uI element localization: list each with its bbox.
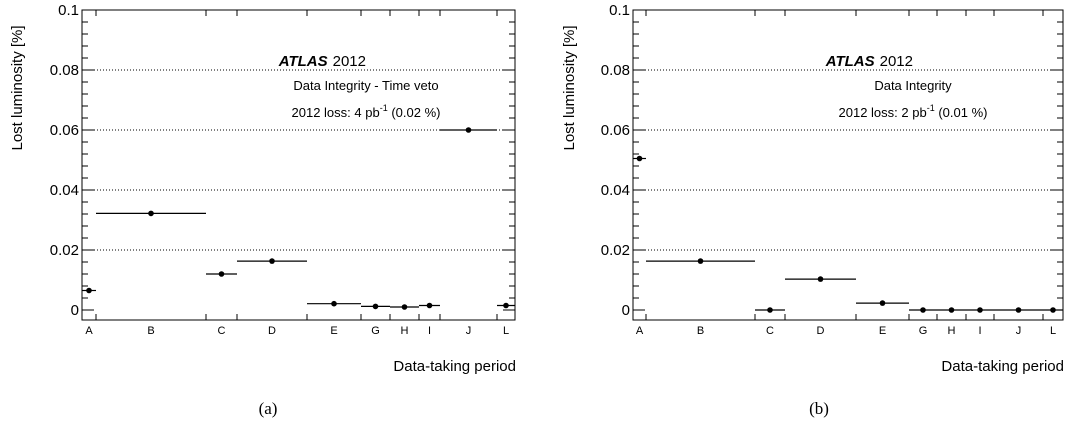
- atlas-label-line: ATLAS 2012: [278, 53, 366, 70]
- data-point: [920, 307, 926, 313]
- category-label: J: [466, 325, 472, 337]
- data-point: [1015, 307, 1022, 313]
- data-point: [426, 302, 433, 309]
- annotation-block: ATLAS 2012 Data Integrity 2012 loss: 2 pb…: [825, 53, 988, 120]
- y-tick-label: 0.02: [601, 242, 630, 259]
- data-point: [817, 276, 824, 282]
- category-label: D: [268, 325, 276, 337]
- atlas-label-line: ATLAS 2012: [825, 53, 913, 70]
- y-tick-label: 0.08: [601, 62, 630, 79]
- y-tick-labels: 0 0.02 0.04 0.06 0.08 0.1: [50, 2, 79, 319]
- x-axis-title: Data-taking period: [393, 358, 516, 375]
- category-label: E: [879, 325, 886, 337]
- year-label: 2012: [333, 53, 366, 70]
- data-point: [697, 258, 704, 264]
- y-tick-label: 0.06: [601, 122, 630, 139]
- loss-prefix: 2012 loss: 4 pb: [292, 105, 380, 120]
- category-label: H: [401, 325, 409, 337]
- y-tick-label: 0.06: [50, 122, 79, 139]
- y-axis-title: Lost luminosity [%]: [561, 25, 578, 150]
- panel-label: (b): [809, 399, 829, 418]
- grid-lines: [633, 9, 1063, 251]
- y-axis-title: Lost luminosity [%]: [9, 25, 26, 150]
- category-label: J: [1016, 325, 1022, 337]
- y-tick-label: 0.08: [50, 62, 79, 79]
- data-point: [503, 302, 509, 309]
- atlas-label: ATLAS: [825, 53, 875, 70]
- loss-suffix: (0.02 %): [388, 105, 441, 120]
- loss-suffix: (0.01 %): [935, 105, 988, 120]
- data-point: [372, 303, 379, 310]
- category-label: L: [503, 325, 509, 337]
- loss-prefix: 2012 loss: 2 pb: [839, 105, 927, 120]
- data-point: [636, 155, 643, 162]
- x-axis-ticks: [95, 10, 498, 320]
- category-label: G: [919, 325, 928, 337]
- category-label: L: [1050, 325, 1056, 337]
- annotation-title: Data Integrity - Time veto: [293, 78, 438, 93]
- loss-exponent: -1: [927, 103, 935, 113]
- data-points: [633, 155, 1063, 313]
- y-tick-label: 0: [71, 302, 79, 319]
- y-axis-ticks: [633, 9, 1063, 311]
- data-point: [86, 287, 92, 294]
- data-point: [465, 127, 472, 133]
- data-point: [767, 307, 773, 313]
- plot-frame: [632, 9, 1064, 321]
- data-point: [331, 300, 337, 307]
- data-point: [879, 300, 886, 306]
- category-label: I: [978, 325, 981, 337]
- category-label: C: [766, 325, 774, 337]
- annotation-title: Data Integrity: [874, 78, 952, 93]
- x-axis-ticks: [645, 10, 1044, 320]
- category-label: H: [948, 325, 956, 337]
- category-label: I: [428, 325, 431, 337]
- y-tick-label: 0.02: [50, 242, 79, 259]
- data-point: [148, 210, 154, 217]
- category-label: B: [697, 325, 704, 337]
- data-points: [82, 127, 515, 310]
- data-point: [948, 307, 955, 313]
- x-axis-title: Data-taking period: [941, 358, 1064, 375]
- category-label: D: [817, 325, 825, 337]
- data-point: [269, 258, 275, 264]
- atlas-label: ATLAS: [278, 53, 328, 70]
- year-label: 2012: [880, 53, 913, 70]
- y-tick-label: 0: [622, 302, 630, 319]
- category-label: G: [371, 325, 380, 337]
- category-label: E: [330, 325, 337, 337]
- plot-frame: [81, 9, 516, 321]
- category-label: B: [147, 325, 154, 337]
- data-point: [1050, 307, 1056, 313]
- y-tick-label: 0.04: [50, 182, 79, 199]
- y-tick-label: 0.04: [601, 182, 630, 199]
- category-label: A: [85, 325, 93, 337]
- data-point: [218, 271, 225, 277]
- category-label: C: [218, 325, 226, 337]
- category-label: A: [636, 325, 644, 337]
- annotation-block: ATLAS 2012 Data Integrity - Time veto 201…: [278, 53, 441, 120]
- panel-b: Lost luminosity [%] ATLAS 2012 Data Integ…: [561, 2, 1064, 418]
- y-tick-label: 0.1: [609, 2, 630, 19]
- data-point: [401, 304, 408, 310]
- loss-exponent: -1: [380, 103, 388, 113]
- annotation-loss: 2012 loss: 4 pb-1 (0.02 %): [292, 103, 441, 120]
- panel-a: Lost luminosity [%] ATLAS 2012 Data Integ…: [9, 2, 516, 418]
- y-axis-ticks: [82, 9, 515, 311]
- y-tick-labels: 0 0.02 0.04 0.06 0.08 0.1: [601, 2, 630, 319]
- data-point: [977, 307, 983, 313]
- y-tick-label: 0.1: [58, 2, 79, 19]
- panel-label: (a): [259, 399, 278, 418]
- annotation-loss: 2012 loss: 2 pb-1 (0.01 %): [839, 103, 988, 120]
